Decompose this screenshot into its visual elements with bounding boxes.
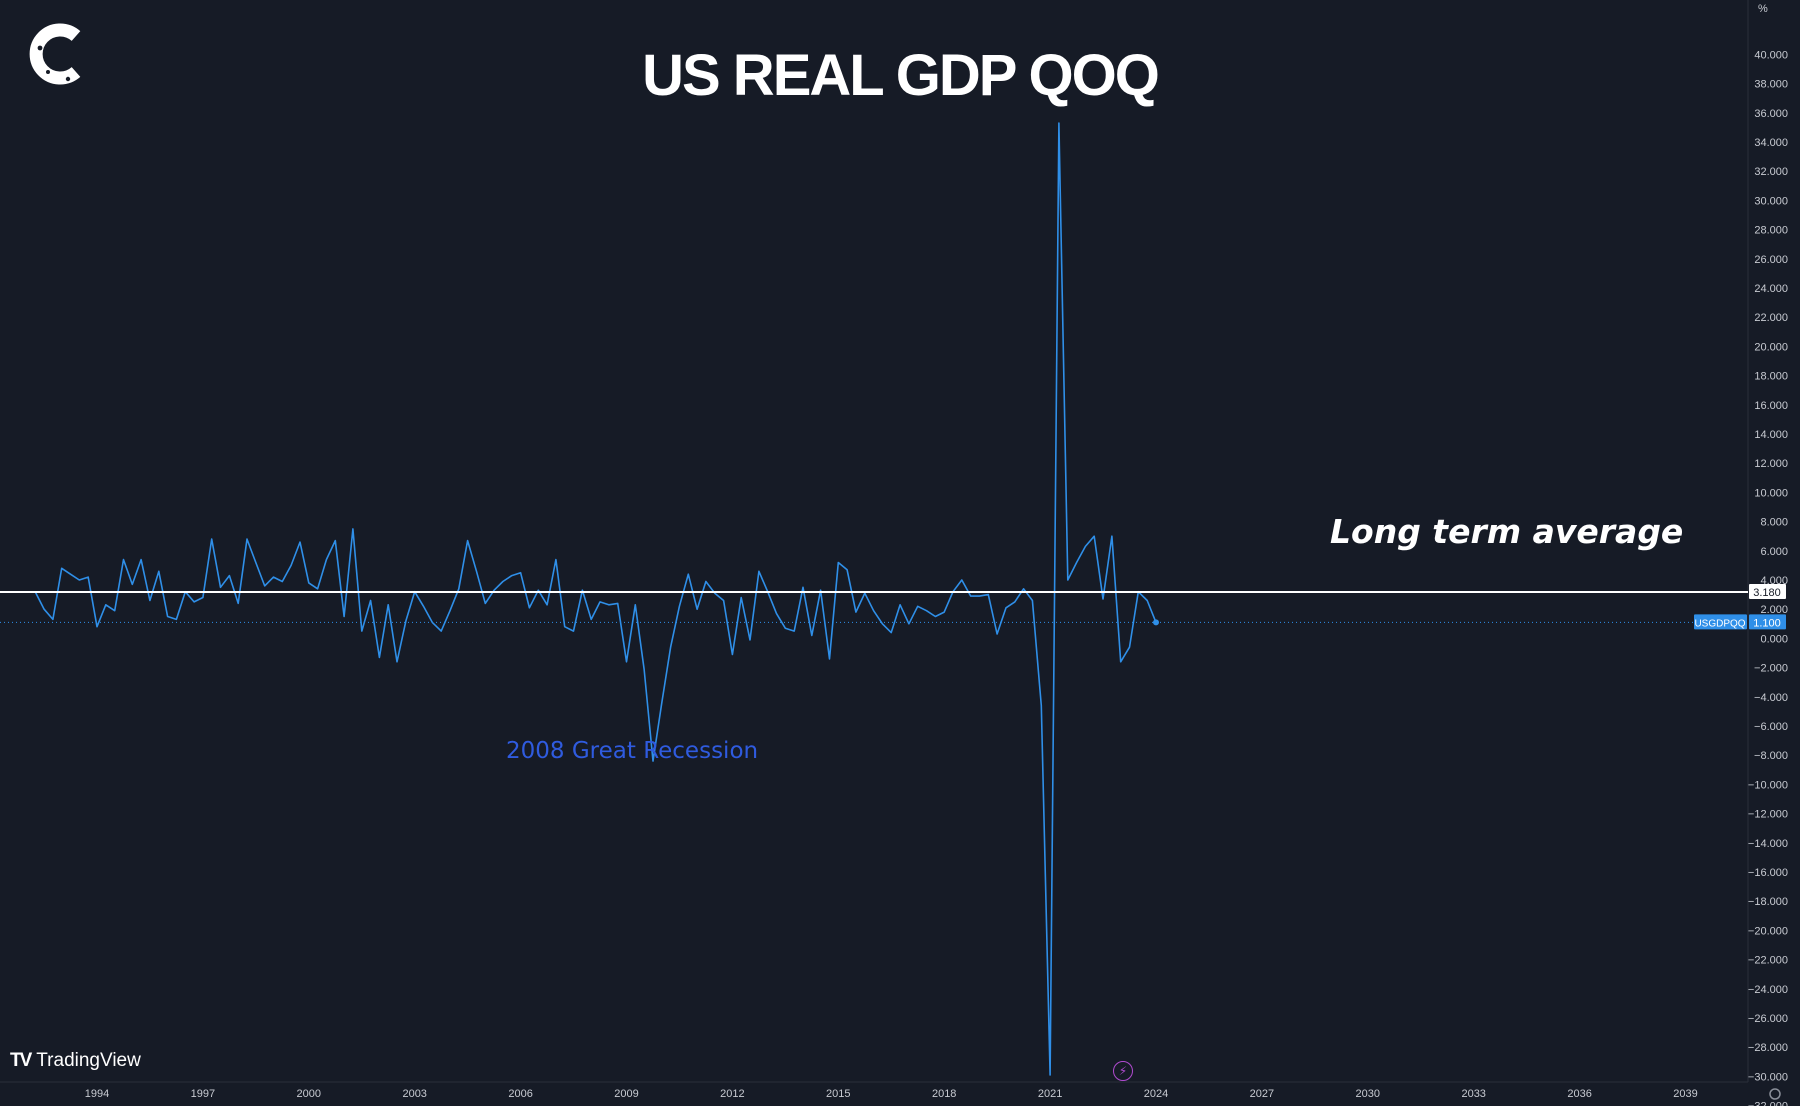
y-tick-label: 28.000 [1754, 225, 1788, 237]
x-axis[interactable]: 1994 1997 2000 2003 2006 2009 2012 2015 2018 2021… [85, 1088, 1698, 1100]
y-tick-label: 34.000 [1754, 137, 1788, 149]
y-axis-unit: % [1758, 3, 1768, 15]
tradingview-mark-icon: TV [10, 1050, 32, 1071]
y-tick-label: 18.000 [1754, 371, 1788, 383]
x-tick-label: 2024 [1144, 1088, 1168, 1100]
series-name-label: USGDPQQ [1694, 618, 1745, 629]
tradingview-wordmark: TradingView [36, 1050, 141, 1071]
x-tick-label: 1994 [85, 1088, 109, 1100]
y-tick-label: 38.000 [1754, 79, 1788, 91]
last-value-label: 1.100 [1753, 617, 1781, 629]
y-tick-label: −6.000 [1754, 721, 1788, 733]
recession-annotation: 2008 Great Recession [506, 738, 759, 764]
y-tick-label: 30.000 [1754, 195, 1788, 207]
y-tick-label: −12.000 [1748, 809, 1788, 821]
x-tick-label: 1997 [191, 1088, 215, 1100]
x-tick-label: 2000 [297, 1088, 321, 1100]
lightning-event-icon[interactable]: ⚡ [1113, 1061, 1133, 1081]
letter-c-logo-icon [28, 22, 92, 86]
y-tick-label: 0.000 [1760, 633, 1788, 645]
y-tick-label: −16.000 [1748, 867, 1788, 879]
y-axis[interactable]: 40.000 38.000 36.000 34.000 32.000 30.000 28.0… [1748, 49, 1788, 1106]
x-tick-label: 2033 [1461, 1088, 1485, 1100]
last-value-badge: USGDPQQ 1.100 [1694, 614, 1786, 630]
x-tick-label: 2018 [932, 1088, 956, 1100]
y-tick-label: −24.000 [1748, 984, 1788, 996]
y-tick-label: −20.000 [1748, 925, 1788, 937]
x-tick-label: 2027 [1250, 1088, 1274, 1100]
average-value-badge: 3.180 [1749, 584, 1786, 599]
y-tick-label: −30.000 [1748, 1071, 1788, 1083]
y-tick-label: 8.000 [1760, 517, 1788, 529]
y-tick-label: 36.000 [1754, 108, 1788, 120]
y-tick-label: 22.000 [1754, 312, 1788, 324]
tradingview-logo[interactable]: TV TradingView [10, 1050, 141, 1072]
y-tick-label: 12.000 [1754, 458, 1788, 470]
average-value-label: 3.180 [1753, 587, 1781, 599]
y-tick-label: 16.000 [1754, 400, 1788, 412]
gdp-series-line [34, 122, 1157, 1076]
y-tick-label: 24.000 [1754, 283, 1788, 295]
y-tick-label: −14.000 [1748, 838, 1788, 850]
long-term-average-annotation: Long term average [1330, 512, 1684, 551]
y-tick-label: −26.000 [1748, 1013, 1788, 1025]
y-tick-label: 6.000 [1760, 546, 1788, 558]
y-tick-label: −4.000 [1754, 692, 1788, 704]
y-tick-label: −10.000 [1748, 779, 1788, 791]
gear-icon[interactable] [1769, 1088, 1781, 1100]
y-tick-label: 2.000 [1760, 604, 1788, 616]
y-tick-label: −2.000 [1754, 663, 1788, 675]
x-tick-label: 2015 [826, 1088, 850, 1100]
x-tick-label: 2003 [402, 1088, 426, 1100]
y-tick-label: 20.000 [1754, 341, 1788, 353]
y-tick-label: −22.000 [1748, 955, 1788, 967]
x-tick-label: 2036 [1567, 1088, 1591, 1100]
x-tick-label: 2039 [1673, 1088, 1697, 1100]
y-tick-label: 32.000 [1754, 166, 1788, 178]
x-tick-label: 2030 [1356, 1088, 1380, 1100]
y-tick-label: 10.000 [1754, 487, 1788, 499]
x-tick-label: 2009 [614, 1088, 638, 1100]
y-tick-label: 26.000 [1754, 254, 1788, 266]
y-tick-label: −32.000 [1748, 1101, 1788, 1106]
x-tick-label: 2012 [720, 1088, 744, 1100]
x-tick-label: 2021 [1038, 1088, 1062, 1100]
y-tick-label: 14.000 [1754, 429, 1788, 441]
y-tick-label: 40.000 [1754, 49, 1788, 61]
y-tick-label: −18.000 [1748, 896, 1788, 908]
y-tick-label: −8.000 [1754, 750, 1788, 762]
page-title: US REAL GDP QOQ [642, 43, 1160, 108]
x-tick-label: 2006 [508, 1088, 532, 1100]
y-tick-label: −28.000 [1748, 1042, 1788, 1054]
